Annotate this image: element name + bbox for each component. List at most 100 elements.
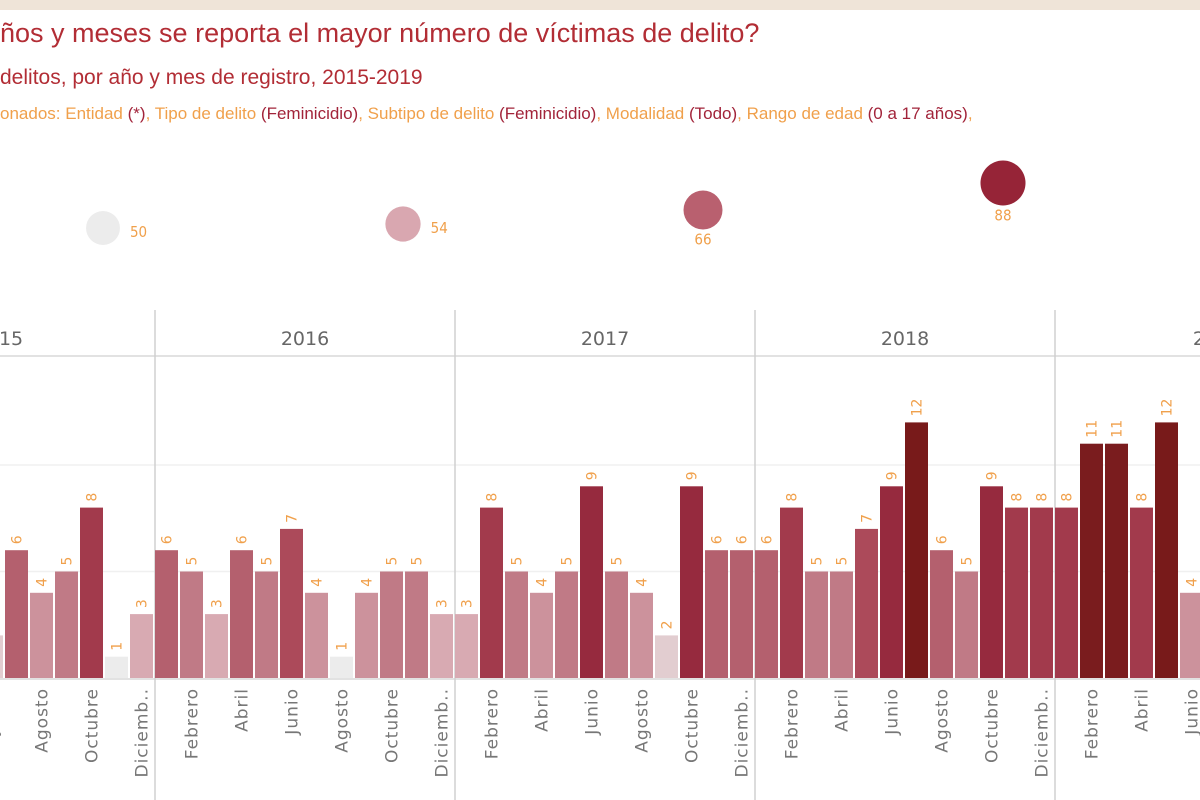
bubble-label: 66 — [694, 230, 711, 248]
bar-value-label: 8 — [785, 493, 801, 502]
bar-value-label: 5 — [810, 557, 826, 566]
bubble-label: 88 — [994, 207, 1011, 225]
bar-2016-agosto — [330, 656, 353, 678]
bar-value-label: 4 — [535, 578, 551, 587]
year-label: 2018 — [881, 328, 929, 350]
bar-2015-noviembre — [105, 656, 128, 678]
bar-2019-junio — [1180, 592, 1200, 678]
bar-2018-julio — [905, 422, 928, 678]
bar-value-label: 7 — [860, 514, 876, 523]
bar-value-label: 6 — [760, 535, 776, 544]
bar-value-label: 8 — [485, 493, 501, 502]
bubble-label: 54 — [431, 219, 448, 237]
month-label-junio: Junio — [883, 688, 903, 736]
bar-2018-septiembre — [955, 571, 978, 678]
bar-value-label: 5 — [260, 557, 276, 566]
bar-value-label: 4 — [1185, 578, 1200, 587]
bar-value-label: 8 — [1135, 493, 1151, 502]
month-label-abril: Abril — [833, 688, 853, 732]
bar-value-label: 5 — [385, 557, 401, 566]
bar-value-label: 5 — [610, 557, 626, 566]
bar-value-label: 12 — [1160, 399, 1176, 417]
bar-2019-enero — [1055, 507, 1078, 678]
month-label-febrero: Febrero — [183, 688, 203, 759]
bar-2016-febrero — [180, 571, 203, 678]
top-strip — [0, 0, 1200, 10]
month-label-abril: Abril — [533, 688, 553, 732]
bar-value-label: 9 — [985, 471, 1001, 480]
bar-2017-febrero — [480, 507, 503, 678]
month-label-abril: Abril — [1133, 688, 1153, 732]
bar-value-label: 11 — [1110, 420, 1126, 438]
bar-value-label: 6 — [160, 535, 176, 544]
bar-2017-noviembre — [705, 550, 728, 678]
year-label: 2016 — [281, 328, 329, 350]
bar-value-label: 5 — [60, 557, 76, 566]
bar-2017-enero — [455, 614, 478, 678]
month-label-junio: Junio — [283, 688, 303, 736]
bar-value-label: 3 — [135, 599, 151, 608]
bar-value-label: 3 — [435, 599, 451, 608]
year-label: 20 — [1193, 328, 1200, 350]
bar-value-label: 12 — [910, 399, 926, 417]
month-label-diciembre: Diciemb.. — [1033, 688, 1053, 778]
bar-value-label: 9 — [885, 471, 901, 480]
bar-2016-enero — [155, 550, 178, 678]
bar-2018-junio — [880, 486, 903, 678]
month-label-agosto: Agosto — [333, 688, 353, 753]
month-label-diciembre: Diciemb.. — [133, 688, 153, 778]
filters-prefix: onados: — [0, 104, 66, 123]
bar-value-label: 1 — [335, 642, 351, 651]
bar-value-label: 8 — [85, 493, 101, 502]
bar-value-label: 8 — [1060, 493, 1076, 502]
bar-2016-marzo — [205, 614, 228, 678]
bar-2016-noviembre — [405, 571, 428, 678]
filter-edad-value: (0 a 17 años) — [867, 104, 968, 123]
bar-2018-febrero — [780, 507, 803, 678]
month-label-febrero: Febrero — [783, 688, 803, 759]
bar-value-label: 7 — [285, 514, 301, 523]
bar-2015-diciembre — [130, 614, 153, 678]
bar-2017-mayo — [555, 571, 578, 678]
month-label-octubre: Octubre — [383, 688, 403, 763]
bar-2015-julio — [5, 550, 28, 678]
bubble-2016 — [385, 206, 421, 242]
bar-value-label: 6 — [10, 535, 26, 544]
month-label-junio: Junio — [1183, 688, 1200, 736]
bar-2017-abril — [530, 592, 553, 678]
bar-2016-diciembre — [430, 614, 453, 678]
bar-2017-agosto — [630, 592, 653, 678]
bar-value-label: 4 — [35, 578, 51, 587]
bar-value-label: 9 — [685, 471, 701, 480]
bar-2019-mayo — [1155, 422, 1178, 678]
bar-value-label: 6 — [735, 535, 751, 544]
bar-2018-abril — [830, 571, 853, 678]
month-label-febrero: Febrero — [483, 688, 503, 759]
bar-2019-abril — [1130, 507, 1153, 678]
bubble-2015 — [86, 211, 120, 245]
bar-value-label: 4 — [635, 578, 651, 587]
bar-2015-septiembre — [55, 571, 78, 678]
filter-tipo-label: Tipo de delito — [154, 104, 257, 123]
bar-value-label: 8 — [1035, 493, 1051, 502]
month-label-abril: Abril — [233, 688, 253, 732]
bar-value-label: 5 — [960, 557, 976, 566]
month-label-octubre: Octubre — [983, 688, 1003, 763]
bar-value-label: 11 — [1085, 420, 1101, 438]
month-label-agosto: Agosto — [33, 688, 53, 753]
chart-title: ños y meses se reporta el mayor número d… — [0, 18, 760, 48]
bar-2017-marzo — [505, 571, 528, 678]
month-label-junio: Junio — [583, 688, 603, 736]
filter-edad-label: Rango de edad — [746, 104, 863, 123]
bar-value-label: 3 — [210, 599, 226, 608]
bar-2017-julio — [605, 571, 628, 678]
month-label-octubre: Octubre — [683, 688, 703, 763]
bar-2016-septiembre — [355, 592, 378, 678]
bar-value-label: 2 — [660, 620, 676, 629]
filter-subtipo-label: Subtipo de delito — [367, 104, 495, 123]
bar-2015-agosto — [30, 592, 53, 678]
bar-2016-julio — [305, 592, 328, 678]
bubble-2017 — [683, 190, 723, 230]
bubble-2018 — [980, 160, 1026, 206]
